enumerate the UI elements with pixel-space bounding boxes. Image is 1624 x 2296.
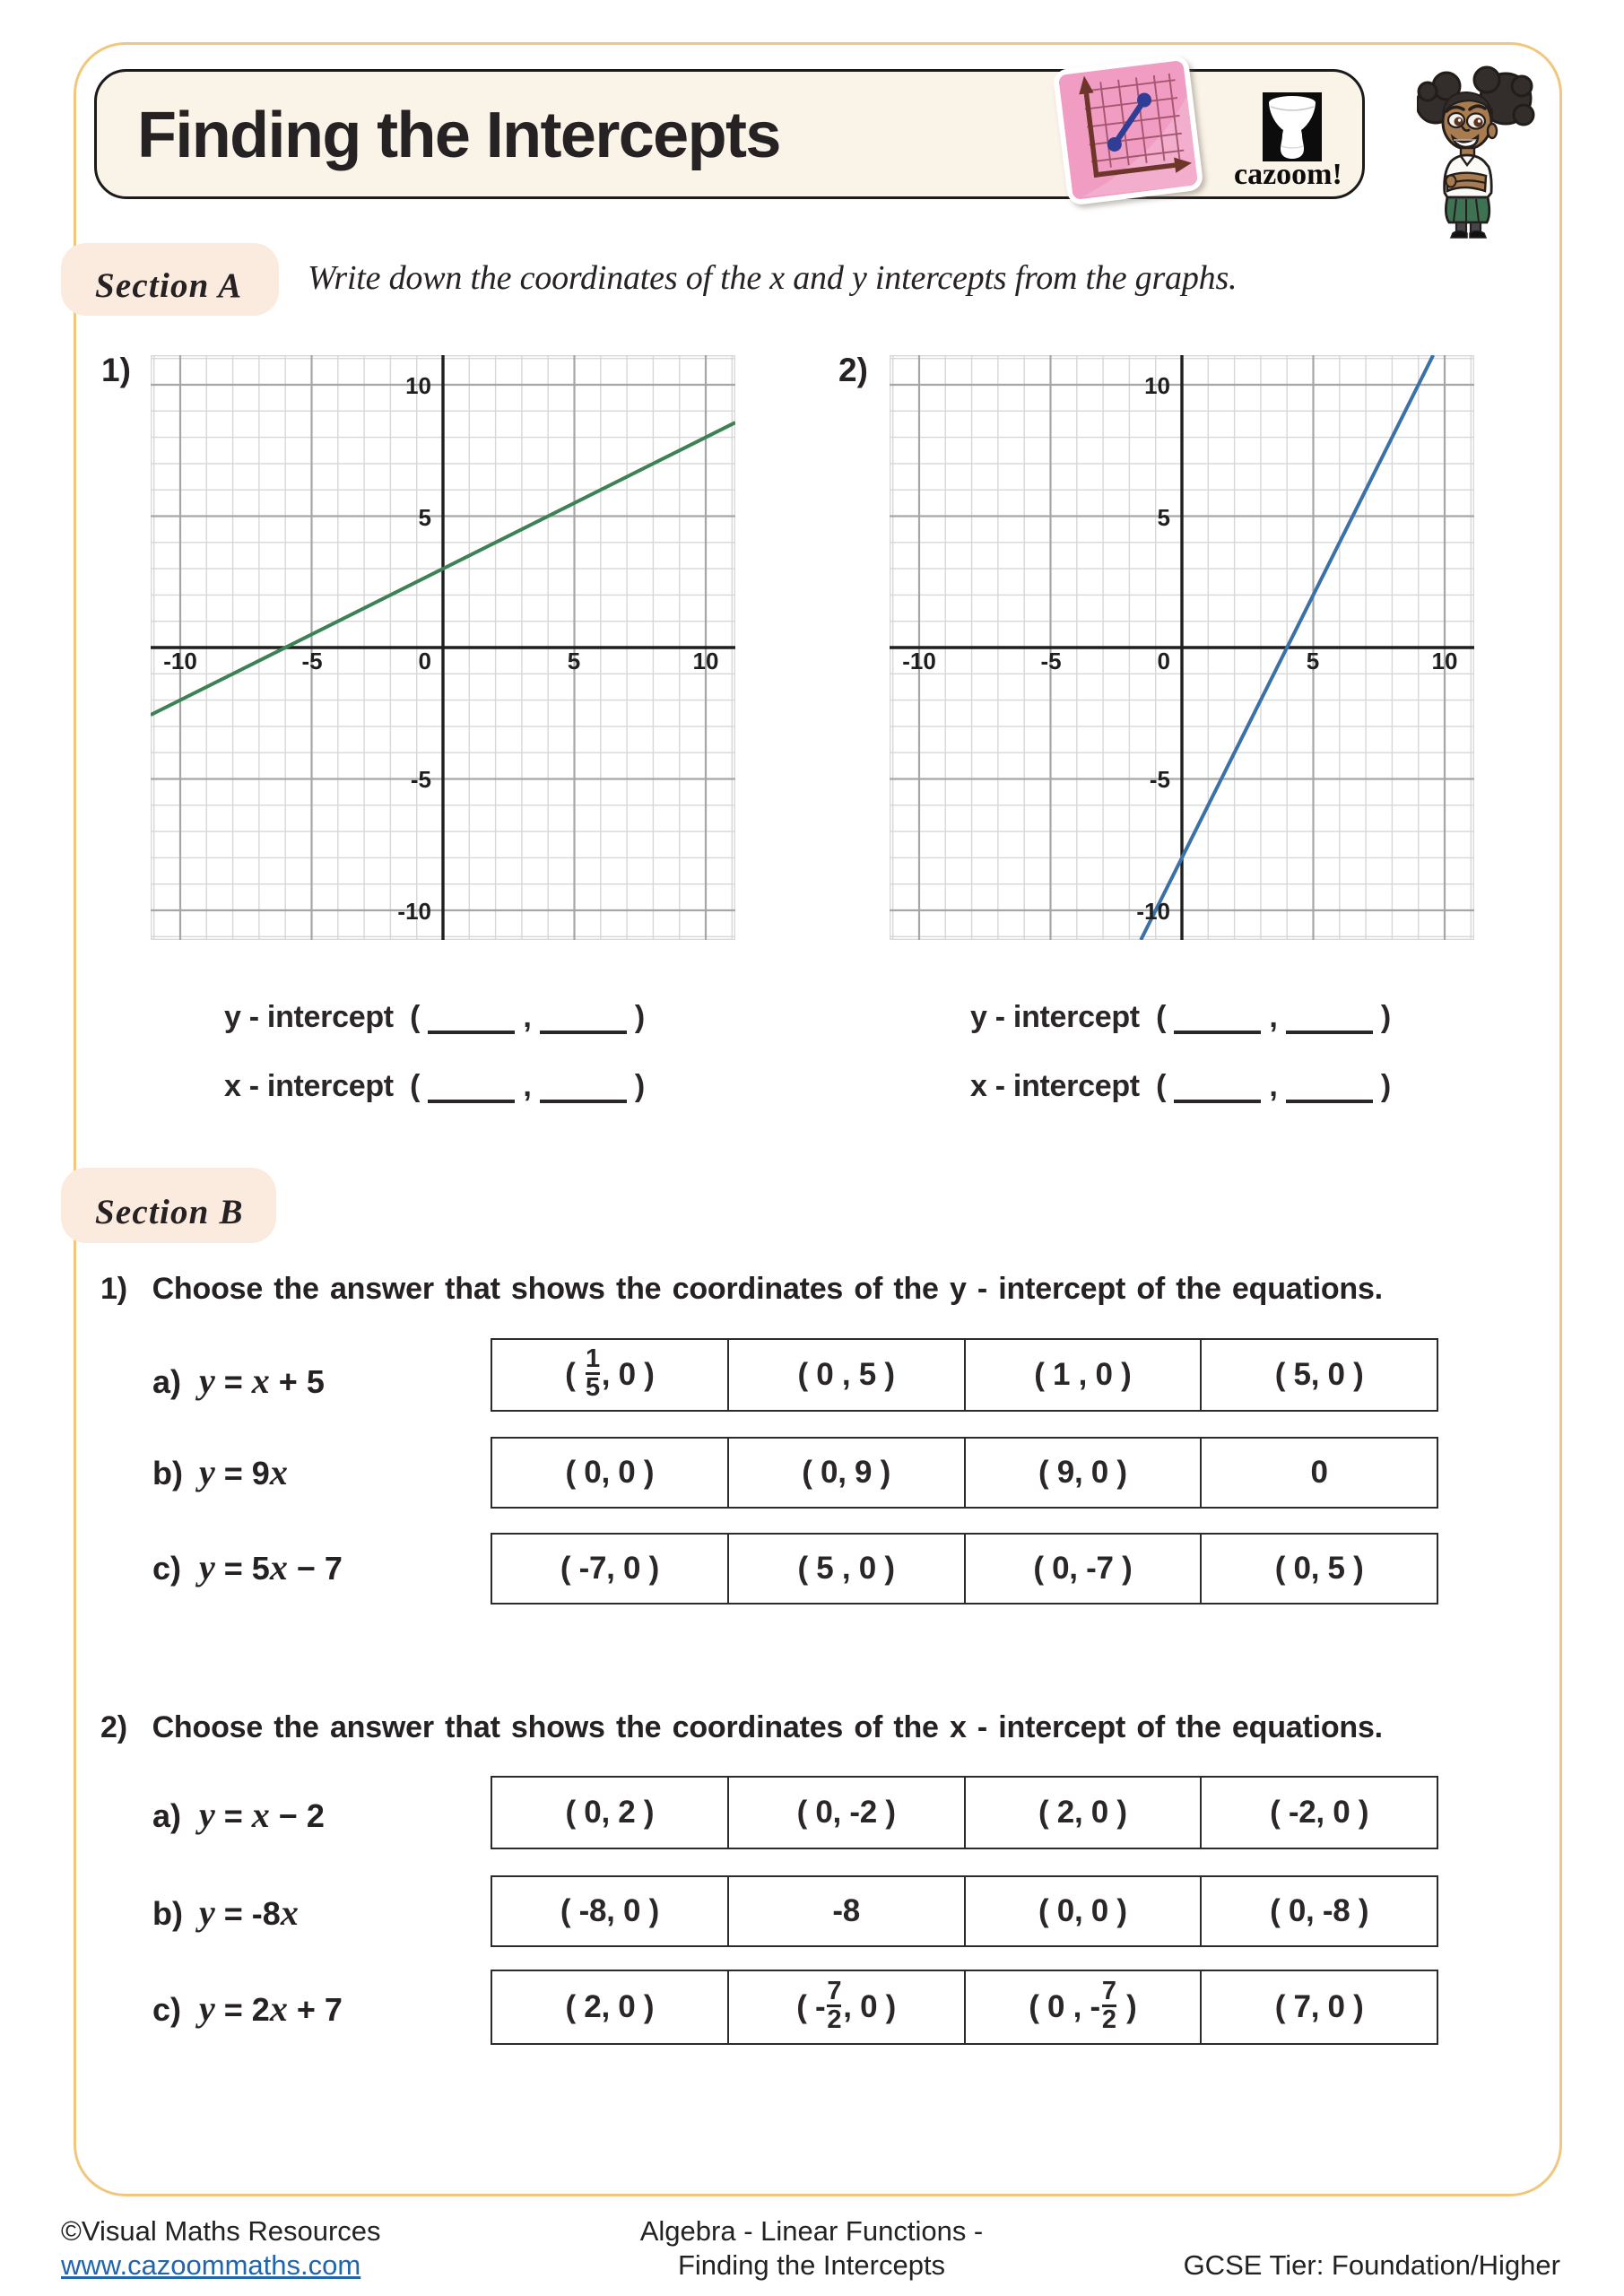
svg-text:10: 10 (405, 372, 431, 399)
svg-text:-5: -5 (1150, 766, 1170, 793)
svg-text:-10: -10 (1136, 898, 1170, 925)
svg-text:-5: -5 (411, 766, 431, 793)
svg-text:-10: -10 (902, 648, 936, 674)
svg-text:10: 10 (1432, 648, 1458, 674)
svg-text:5: 5 (568, 648, 580, 674)
svg-text:0: 0 (1158, 648, 1170, 674)
svg-text:5: 5 (1158, 504, 1170, 531)
svg-text:-5: -5 (301, 648, 322, 674)
svg-text:-5: -5 (1040, 648, 1061, 674)
svg-text:-10: -10 (163, 648, 197, 674)
svg-text:10: 10 (1144, 372, 1170, 399)
svg-text:0: 0 (419, 648, 431, 674)
svg-text:10: 10 (693, 648, 719, 674)
svg-text:5: 5 (419, 504, 431, 531)
svg-text:5: 5 (1307, 648, 1319, 674)
svg-text:-10: -10 (397, 898, 431, 925)
